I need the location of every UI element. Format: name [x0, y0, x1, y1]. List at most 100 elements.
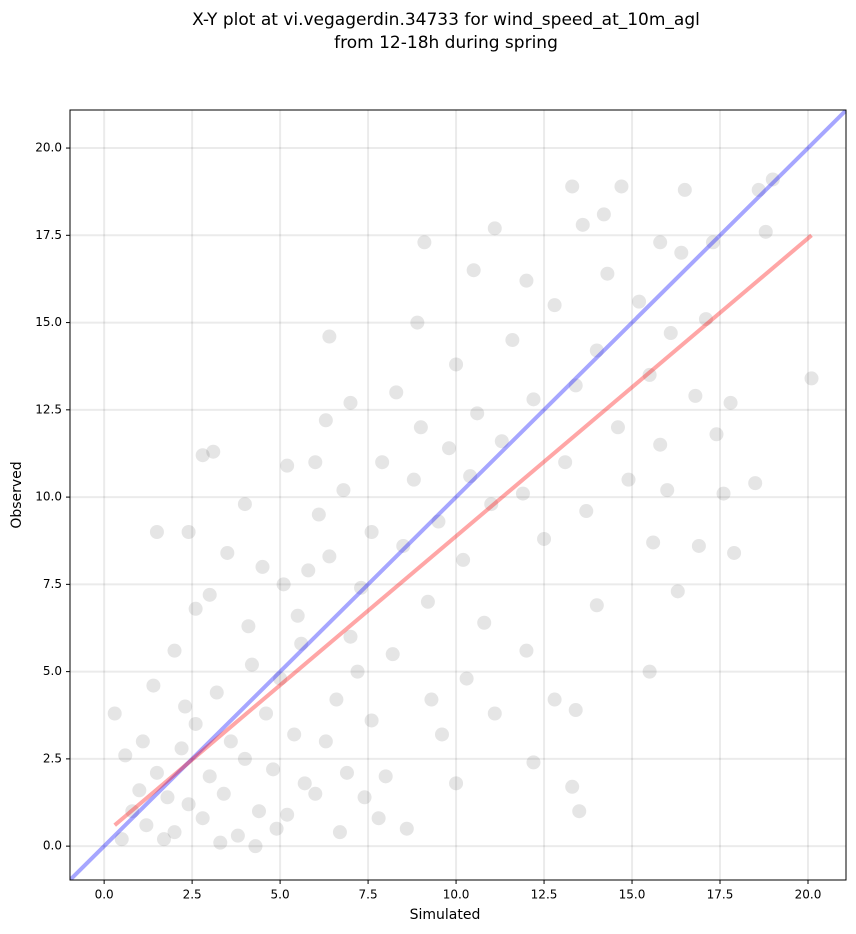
- scatter-point: [311, 507, 326, 522]
- scatter-point: [663, 326, 678, 341]
- scatter-point: [385, 647, 400, 662]
- scatter-point: [290, 608, 305, 623]
- scatter-point: [266, 762, 281, 777]
- scatter-point: [280, 458, 295, 473]
- scatter-point: [146, 678, 161, 693]
- scatter-point: [653, 235, 668, 250]
- scatter-point: [220, 545, 235, 560]
- scatter-point: [449, 776, 464, 791]
- scatter-point: [308, 455, 323, 470]
- scatter-point: [251, 804, 266, 819]
- scatter-point: [709, 427, 724, 442]
- scatter-point: [188, 601, 203, 616]
- y-tick-label: 17.5: [35, 228, 62, 242]
- scatter-point: [515, 486, 530, 501]
- scatter-point: [610, 420, 625, 435]
- scatter-point: [336, 483, 351, 498]
- scatter-point: [354, 580, 369, 595]
- scatter-point: [431, 514, 446, 529]
- scatter-point: [568, 378, 583, 393]
- scatter-point: [188, 716, 203, 731]
- scatter-point: [308, 786, 323, 801]
- scatter-point: [195, 811, 210, 826]
- y-tick-label: 12.5: [35, 402, 62, 416]
- scatter-point: [318, 734, 333, 749]
- scatter-point: [241, 619, 256, 634]
- scatter-point: [223, 734, 238, 749]
- scatter-point: [378, 769, 393, 784]
- scatter-point: [558, 455, 573, 470]
- x-tick-label: 10.0: [443, 888, 470, 902]
- scatter-point: [621, 472, 636, 487]
- scatter-point: [132, 783, 147, 798]
- scatter-point: [406, 472, 421, 487]
- x-tick-label: 2.5: [183, 888, 202, 902]
- scatter-point: [149, 765, 164, 780]
- scatter-point: [653, 437, 668, 452]
- scatter-point: [287, 727, 302, 742]
- scatter-point: [705, 235, 720, 250]
- scatter-point: [487, 706, 502, 721]
- chart-title: X-Y plot at vi.vegagerdin.34733 for wind…: [192, 10, 700, 30]
- scatter-point: [565, 779, 580, 794]
- scatter-point: [273, 671, 288, 686]
- y-tick-label: 5.0: [43, 664, 62, 678]
- scatter-point: [248, 839, 263, 854]
- scatter-point: [178, 699, 193, 714]
- scatter-point: [167, 643, 182, 658]
- scatter-point: [537, 531, 552, 546]
- scatter-point: [477, 615, 492, 630]
- scatter-point: [646, 535, 661, 550]
- x-tick-label: 7.5: [359, 888, 378, 902]
- scatter-point: [424, 692, 439, 707]
- scatter-point: [195, 448, 210, 463]
- scatter-point: [125, 804, 140, 819]
- scatter-point: [322, 329, 337, 344]
- scatter-point: [294, 636, 309, 651]
- grid: [70, 110, 846, 880]
- scatter-point: [589, 598, 604, 613]
- scatter-point: [670, 584, 685, 599]
- scatter-point: [505, 333, 520, 348]
- scatter-point: [727, 545, 742, 560]
- x-tick-label: 0.0: [95, 888, 114, 902]
- scatter-point: [614, 179, 629, 194]
- scatter-point: [547, 298, 562, 313]
- scatter-point: [526, 755, 541, 770]
- scatter-point: [691, 538, 706, 553]
- scatter-point: [371, 811, 386, 826]
- scatter-point: [589, 343, 604, 358]
- scatter-point: [459, 671, 474, 686]
- scatter-point: [494, 434, 509, 449]
- chart-subtitle: from 12-18h during spring: [334, 33, 558, 53]
- scatter-point: [568, 703, 583, 718]
- y-tick-label: 0.0: [43, 839, 62, 853]
- scatter-point: [230, 828, 245, 843]
- scatter-point: [332, 825, 347, 840]
- scatter-point: [167, 825, 182, 840]
- scatter-point: [202, 769, 217, 784]
- scatter-point: [688, 388, 703, 403]
- scatter-point: [579, 504, 594, 519]
- scatter-point: [375, 455, 390, 470]
- scatter-point: [339, 765, 354, 780]
- scatter-point: [114, 832, 129, 847]
- scatter-point: [413, 420, 428, 435]
- scatter-point: [642, 664, 657, 679]
- y-tick-label: 10.0: [35, 490, 62, 504]
- scatter-point: [572, 804, 587, 819]
- scatter-point: [417, 235, 432, 250]
- scatter-point: [600, 266, 615, 281]
- scatter-point: [466, 263, 481, 278]
- scatter-point: [456, 552, 471, 567]
- scatter-point: [660, 483, 675, 498]
- scatter-point: [519, 643, 534, 658]
- scatter-point: [399, 821, 414, 836]
- fit-line: [113, 233, 813, 827]
- scatter-point: [269, 821, 284, 836]
- y-axis-label: Observed: [9, 461, 25, 528]
- scatter-point: [213, 835, 228, 850]
- scatter-point: [357, 790, 372, 805]
